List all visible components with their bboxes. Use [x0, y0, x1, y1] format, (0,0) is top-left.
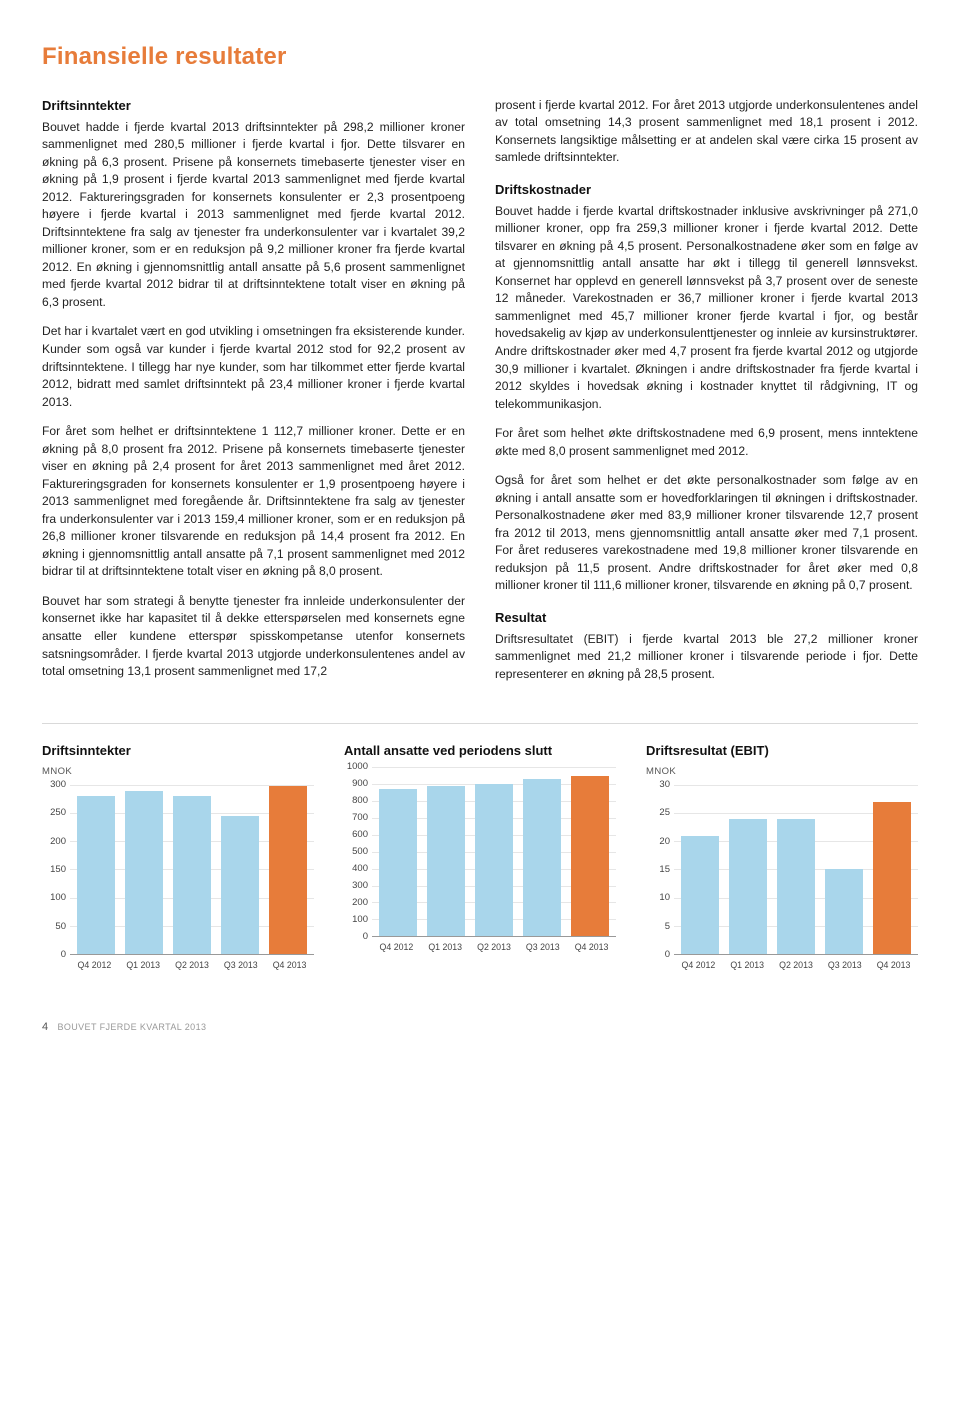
x-label: Q2 2013 — [470, 941, 519, 954]
y-tick: 400 — [352, 862, 368, 876]
y-tick: 20 — [659, 835, 670, 849]
x-label: Q1 2013 — [119, 959, 168, 972]
y-tick: 100 — [352, 913, 368, 927]
footer-text: BOUVET FJERDE KVARTAL 2013 — [57, 1022, 206, 1032]
y-tick: 150 — [50, 863, 66, 877]
chart-title: Driftsresultat (EBIT) — [646, 742, 918, 761]
x-label: Q4 2013 — [265, 959, 314, 972]
bar — [523, 779, 561, 936]
bar — [777, 819, 815, 954]
y-tick: 500 — [352, 845, 368, 859]
left-p4: Bouvet har som strategi å benytte tjenes… — [42, 593, 465, 681]
y-tick: 200 — [50, 835, 66, 849]
y-tick: 700 — [352, 811, 368, 825]
x-label: Q1 2013 — [723, 959, 772, 972]
chart-subtitle: MNOK — [42, 765, 314, 779]
y-tick: 0 — [61, 948, 66, 962]
x-label: Q2 2013 — [168, 959, 217, 972]
left-p3: For året som helhet er driftsinntektene … — [42, 423, 465, 581]
right-p5: Driftsresultatet (EBIT) i fjerde kvartal… — [495, 631, 918, 684]
page-footer: 4 BOUVET FJERDE KVARTAL 2013 — [42, 1020, 918, 1036]
bar — [873, 802, 911, 954]
bar — [427, 786, 465, 936]
chart-title: Driftsinntekter — [42, 742, 314, 761]
x-label: Q3 2013 — [216, 959, 265, 972]
y-tick: 15 — [659, 863, 670, 877]
x-label: Q4 2013 — [567, 941, 616, 954]
text-columns: Driftsinntekter Bouvet hadde i fjerde kv… — [42, 97, 918, 696]
x-label: Q3 2013 — [518, 941, 567, 954]
right-p4: Også for året som helhet er det økte per… — [495, 472, 918, 595]
right-p2: Bouvet hadde i fjerde kvartal driftskost… — [495, 203, 918, 413]
y-tick: 1000 — [347, 760, 368, 774]
y-tick: 50 — [55, 920, 66, 934]
bar — [173, 796, 211, 954]
right-column: prosent i fjerde kvartal 2012. For året … — [495, 97, 918, 696]
y-tick: 100 — [50, 891, 66, 905]
bar — [379, 789, 417, 936]
subhead-driftsinntekter: Driftsinntekter — [42, 97, 465, 116]
left-p1: Bouvet hadde i fjerde kvartal 2013 drift… — [42, 119, 465, 312]
x-label: Q4 2012 — [70, 959, 119, 972]
y-tick: 200 — [352, 896, 368, 910]
x-label: Q4 2013 — [869, 959, 918, 972]
y-tick: 600 — [352, 828, 368, 842]
bar — [825, 869, 863, 954]
x-label: Q3 2013 — [820, 959, 869, 972]
bar — [125, 791, 163, 954]
left-p2: Det har i kvartalet vært en god utviklin… — [42, 323, 465, 411]
y-tick: 300 — [352, 879, 368, 893]
y-tick: 5 — [665, 920, 670, 934]
y-tick: 900 — [352, 777, 368, 791]
chart-ansatte: Antall ansatte ved periodens slutt 0 100 2… — [344, 742, 616, 971]
chart-subtitle: MNOK — [646, 765, 918, 779]
y-tick: 300 — [50, 778, 66, 792]
y-tick: 0 — [665, 948, 670, 962]
page-title: Finansielle resultater — [42, 40, 918, 75]
chart-ebit: Driftsresultat (EBIT) MNOK 051015202530 … — [646, 742, 918, 971]
bar — [729, 819, 767, 954]
bar — [269, 786, 307, 954]
bar — [77, 796, 115, 954]
x-label: Q2 2013 — [772, 959, 821, 972]
y-tick: 25 — [659, 806, 670, 820]
bar — [475, 784, 513, 936]
bar — [221, 816, 259, 954]
y-tick: 800 — [352, 794, 368, 808]
page-number: 4 — [42, 1021, 49, 1033]
right-p1: prosent i fjerde kvartal 2012. For året … — [495, 97, 918, 167]
y-tick: 30 — [659, 778, 670, 792]
x-label: Q4 2012 — [674, 959, 723, 972]
subhead-driftskostnader: Driftskostnader — [495, 181, 918, 200]
subhead-resultat: Resultat — [495, 609, 918, 628]
y-tick: 0 — [363, 930, 368, 944]
x-label: Q1 2013 — [421, 941, 470, 954]
left-column: Driftsinntekter Bouvet hadde i fjerde kv… — [42, 97, 465, 696]
x-label: Q4 2012 — [372, 941, 421, 954]
bar — [571, 776, 609, 937]
y-tick: 250 — [50, 806, 66, 820]
bar — [681, 836, 719, 954]
charts-row: Driftsinntekter MNOK 050100150200250300 … — [42, 723, 918, 971]
chart-title: Antall ansatte ved periodens slutt — [344, 742, 616, 761]
right-p3: For året som helhet økte driftskostnaden… — [495, 425, 918, 460]
chart-driftsinntekter: Driftsinntekter MNOK 050100150200250300 … — [42, 742, 314, 971]
y-tick: 10 — [659, 891, 670, 905]
